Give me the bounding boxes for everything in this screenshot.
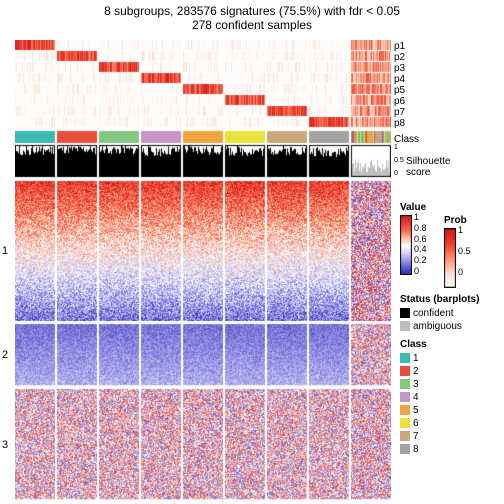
legend: Value 10.80.60.40.20 Prob 10.50 Status (… [400,196,500,456]
legend-value-gradient [400,215,414,288]
legend-class-item: 4 [400,391,500,404]
title-line1: 8 subgroups, 283576 signatures (75.5%) w… [0,0,504,18]
silhouette-label: Silhouettescore [406,156,450,178]
legend-class-item: 2 [400,365,500,378]
legend-class-items: 12345678 [400,352,500,456]
legend-class-item: 3 [400,378,500,391]
p-row-labels: p1p2p3p4p5p6p7p8 [394,42,405,130]
legend-class-item: 5 [400,404,500,417]
legend-class-item: 6 [400,417,500,430]
heatmap-canvas [15,40,391,500]
legend-status-title: Status (barplots) [400,294,500,305]
title-line2: 278 confident samples [0,18,504,32]
legend-class-item: 7 [400,430,500,443]
legend-class-title: Class [400,339,500,350]
legend-class-item: 1 [400,352,500,365]
figure-area [15,40,391,500]
row-group-label: 1 [2,245,8,257]
legend-value-ticks: 10.80.60.40.20 [414,215,434,275]
p-label: p8 [394,119,405,130]
legend-status-item: ambiguous [400,320,500,333]
row-group-label: 2 [2,349,8,361]
row-group-label: 3 [2,439,8,451]
legend-prob-ticks: 10.50 [458,228,478,276]
silhouette-ticks: 1 0.5 0 [394,144,404,177]
legend-status-item: confident [400,307,500,320]
legend-class-item: 8 [400,443,500,456]
legend-prob-gradient [444,228,456,288]
legend-status-items: confidentambiguous [400,307,500,333]
